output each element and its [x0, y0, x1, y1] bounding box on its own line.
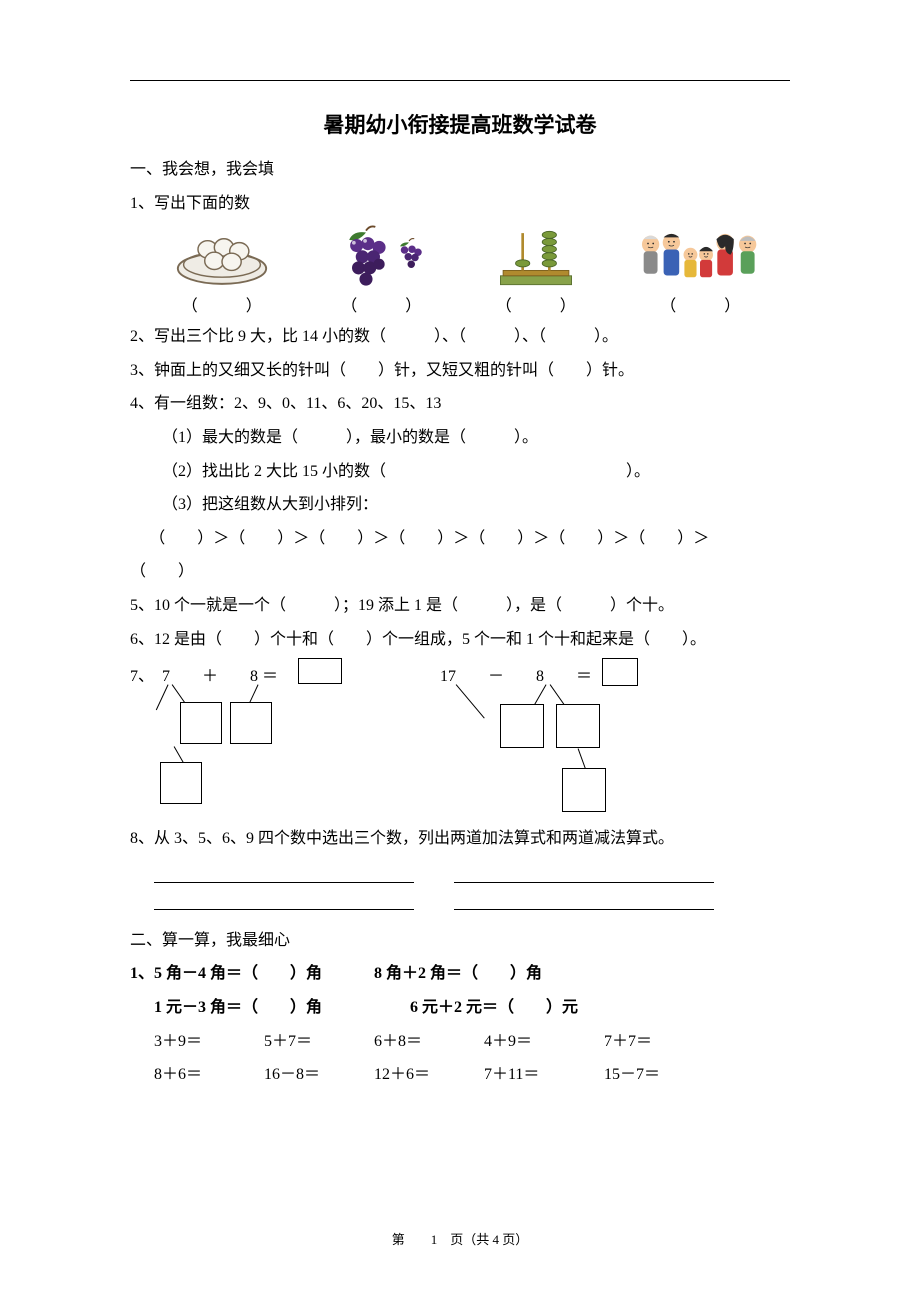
q4d2: （ ） — [130, 555, 790, 589]
q8: 8、从 3、5、6、9 四个数中选出三个数，列出两道加法算式和两道减法算式。 — [130, 822, 790, 856]
q1-blank-3: （ ） — [461, 292, 611, 316]
s2-row2: 1 元－3 角＝（ ）角 6 元＋2 元＝（ ）元 — [154, 991, 790, 1025]
q1-img-grapes — [302, 224, 462, 290]
arith-cell: 7＋11＝ — [484, 1058, 604, 1092]
q7-box — [556, 704, 600, 748]
q7-box — [500, 704, 544, 748]
arith-cell: 4＋9＝ — [484, 1025, 604, 1059]
q7-line — [456, 684, 485, 718]
s2-r1a: 1、5 角－4 角＝（ ）角 — [130, 957, 370, 991]
eggs-icon — [174, 228, 270, 286]
q4: 4、有一组数：2、9、0、11、6、20、15、13 — [130, 387, 790, 421]
answer-line — [454, 891, 714, 910]
page: 暑期幼小衔接提高班数学试卷 一、我会想，我会填 1、写出下面的数 — [0, 0, 920, 1302]
arith-cell: 12＋6＝ — [374, 1058, 484, 1092]
q5: 5、10 个一就是一个（ ）；19 添上 1 是（ ），是（ ）个十。 — [130, 589, 790, 623]
answer-line — [154, 864, 414, 883]
q1-blank-1: （ ） — [142, 292, 302, 316]
q1-paren-row: （ ） （ ） （ ） （ ） — [142, 292, 790, 316]
top-rule — [130, 80, 790, 81]
section1-head: 一、我会想，我会填 — [130, 153, 790, 187]
q7-left-expr: 7、 7 ＋ 8 ＝ — [130, 662, 278, 686]
s2-r2b: 6 元＋2 元＝（ ）元 — [410, 999, 578, 1016]
arith-cell: 15－7＝ — [604, 1058, 714, 1092]
page-footer: 第 1 页（共 4 页） — [0, 1229, 920, 1248]
answer-line — [154, 891, 414, 910]
q4a: （1）最大的数是（ ），最小的数是（ ）。 — [130, 421, 790, 455]
q7-diagram: 7、 7 ＋ 8 ＝ 17 － 8 ＝ — [130, 662, 790, 822]
q8-lines-1 — [154, 864, 790, 883]
q7-box — [562, 768, 606, 812]
abacus-icon — [496, 226, 576, 288]
q7-right-expr: 17 － 8 ＝ — [440, 662, 592, 686]
q7-line — [156, 684, 169, 710]
q4b: （2）找出比 2 大比 15 小的数（ ）。 — [130, 455, 790, 489]
arith-cell: 5＋7＝ — [264, 1025, 374, 1059]
arith-cell: 16－8＝ — [264, 1058, 374, 1092]
s2-row1: 1、5 角－4 角＝（ ）角 8 角＋2 角＝（ ）角 — [130, 957, 790, 991]
q4c: （3）把这组数从大到小排列： — [130, 488, 790, 522]
q1-img-abacus — [461, 224, 611, 290]
q8-lines-2 — [154, 891, 790, 910]
q7-box — [180, 702, 222, 744]
section2-head: 二、算一算，我最细心 — [130, 924, 790, 958]
q7-box — [230, 702, 272, 744]
s2-row3: 3＋9＝ 5＋7＝ 6＋8＝ 4＋9＝ 7＋7＝ — [154, 1025, 790, 1059]
q1-images-row — [142, 224, 790, 290]
q4d1: （ ）＞（ ）＞（ ）＞（ ）＞（ ）＞（ ）＞（ ）＞ — [130, 522, 790, 556]
s2-r2a: 1 元－3 角＝（ ）角 — [154, 991, 406, 1025]
arith-cell: 8＋6＝ — [154, 1058, 264, 1092]
arith-cell: 7＋7＝ — [604, 1025, 714, 1059]
q7-box — [160, 762, 202, 804]
q1-blank-2: （ ） — [302, 292, 462, 316]
q1-img-family — [611, 224, 790, 290]
q1-blank-4: （ ） — [611, 292, 790, 316]
q2: 2、写出三个比 9 大，比 14 小的数（ ）、（ ）、（ ）。 — [130, 320, 790, 354]
q3: 3、钟面上的又细又长的针叫（ ）针，又短又粗的针叫（ ）针。 — [130, 354, 790, 388]
family-icon — [635, 227, 765, 288]
grapes-big-icon — [338, 225, 394, 290]
q1-img-eggs — [142, 224, 302, 290]
arith-cell: 6＋8＝ — [374, 1025, 484, 1059]
q6: 6、12 是由（ ）个十和（ ）个一组成，5 个一和 1 个十和起来是（ ）。 — [130, 623, 790, 657]
q7-right-result-box — [602, 658, 638, 686]
page-title: 暑期幼小衔接提高班数学试卷 — [130, 109, 790, 139]
s2-r1b: 8 角＋2 角＝（ ）角 — [374, 965, 542, 982]
arith-cell: 3＋9＝ — [154, 1025, 264, 1059]
s2-row4: 8＋6＝ 16－8＝ 12＋6＝ 7＋11＝ 15－7＝ — [154, 1058, 790, 1092]
q1-text: 1、写出下面的数 — [130, 187, 790, 221]
answer-line — [454, 864, 714, 883]
grapes-small-icon — [394, 238, 424, 276]
q7-left-result-box — [298, 658, 342, 684]
